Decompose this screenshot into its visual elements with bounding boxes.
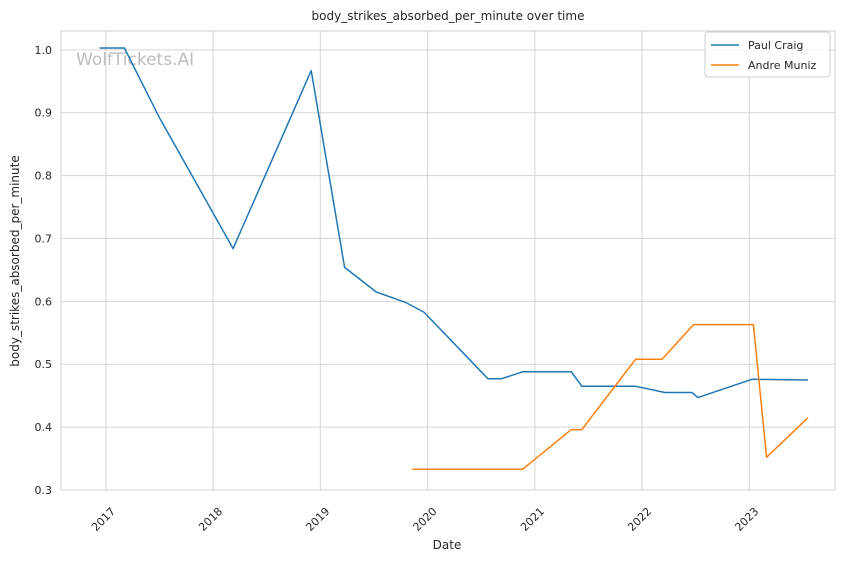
y-tick-label: 0.7 [35,232,53,245]
legend-label: Andre Muniz [748,59,817,72]
watermark: WolfTickets.AI [76,50,194,70]
y-tick-label: 0.9 [35,107,53,120]
y-tick-labels: 0.3 0.4 0.5 0.6 0.7 0.8 0.9 1.0 [35,44,53,497]
series-layer [99,47,809,471]
chart-title: body_strikes_absorbed_per_minute over ti… [312,9,585,23]
y-tick-label: 1.0 [35,44,53,57]
plot-frame [60,30,836,491]
legend: Paul Craig Andre Muniz [704,31,831,78]
y-tick-label: 0.4 [35,421,53,434]
y-tick-label: 0.8 [35,170,53,183]
y-tick-label: 0.3 [35,484,53,497]
x-axis-label: Date [433,538,462,552]
series-line-0 [99,47,809,399]
series-line-1 [412,323,809,471]
grid [61,31,835,491]
legend-label: Paul Craig [748,39,803,52]
y-tick-label: 0.5 [35,358,53,371]
y-axis-label: body_strikes_absorbed_per_minute [8,155,22,366]
y-tick-label: 0.6 [35,295,53,308]
